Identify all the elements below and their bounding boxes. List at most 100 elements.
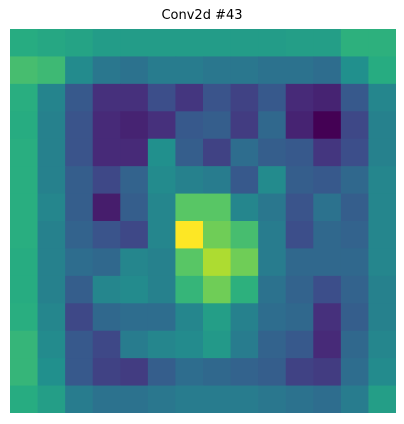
heatmap-cell-r6-c6 xyxy=(175,193,204,222)
heatmap-cell-r11-c1 xyxy=(37,330,66,359)
heatmap-cell-r2-c12 xyxy=(340,83,370,112)
heatmap-cell-r7-c0 xyxy=(10,221,39,250)
heatmap-cell-r0-c0 xyxy=(10,29,39,58)
heatmap-cell-r2-c4 xyxy=(120,83,149,112)
heatmap-cell-r8-c2 xyxy=(65,248,94,277)
heatmap-cell-r6-c3 xyxy=(92,193,121,222)
heatmap-cell-r8-c13 xyxy=(368,248,396,277)
heatmap-cell-r10-c9 xyxy=(258,303,287,332)
heatmap-cell-r6-c10 xyxy=(285,193,314,222)
heatmap-cell-r13-c9 xyxy=(258,385,287,413)
heatmap-cell-r1-c4 xyxy=(120,56,149,85)
heatmap-cell-r12-c3 xyxy=(92,358,121,387)
heatmap-cell-r9-c13 xyxy=(368,275,396,304)
heatmap-cell-r11-c8 xyxy=(230,330,259,359)
heatmap-cell-r10-c1 xyxy=(37,303,66,332)
heatmap-cell-r2-c3 xyxy=(92,83,121,112)
heatmap-cell-r5-c10 xyxy=(285,166,314,195)
heatmap-cell-r8-c4 xyxy=(120,248,149,277)
heatmap-cell-r13-c11 xyxy=(313,385,342,413)
heatmap-cell-r13-c3 xyxy=(92,385,121,413)
heatmap-cell-r12-c12 xyxy=(340,358,370,387)
heatmap-cell-r2-c11 xyxy=(313,83,342,112)
heatmap-cell-r9-c2 xyxy=(65,275,94,304)
heatmap-cell-r2-c13 xyxy=(368,83,396,112)
heatmap-cell-r3-c10 xyxy=(285,111,314,140)
heatmap-cell-r9-c7 xyxy=(203,275,232,304)
heatmap-cell-r8-c12 xyxy=(340,248,370,277)
heatmap-cell-r11-c12 xyxy=(340,330,370,359)
heatmap-cell-r7-c6 xyxy=(175,221,204,250)
heatmap-cell-r5-c0 xyxy=(10,166,39,195)
heatmap-cell-r0-c5 xyxy=(147,29,177,58)
heatmap-cell-r8-c1 xyxy=(37,248,66,277)
heatmap-cell-r9-c9 xyxy=(258,275,287,304)
heatmap-cell-r6-c13 xyxy=(368,193,396,222)
heatmap-cell-r12-c13 xyxy=(368,358,396,387)
heatmap-cell-r5-c8 xyxy=(230,166,259,195)
heatmap-cell-r3-c2 xyxy=(65,111,94,140)
heatmap-cell-r4-c13 xyxy=(368,138,396,167)
heatmap-cell-r3-c7 xyxy=(203,111,232,140)
heatmap-cell-r7-c9 xyxy=(258,221,287,250)
heatmap-cell-r12-c10 xyxy=(285,358,314,387)
heatmap-cell-r3-c3 xyxy=(92,111,121,140)
heatmap-cell-r12-c6 xyxy=(175,358,204,387)
heatmap-cell-r11-c13 xyxy=(368,330,396,359)
heatmap-cell-r7-c13 xyxy=(368,221,396,250)
heatmap-cell-r6-c0 xyxy=(10,193,39,222)
heatmap-cell-r9-c10 xyxy=(285,275,314,304)
heatmap-cell-r11-c0 xyxy=(10,330,39,359)
heatmap-cell-r0-c9 xyxy=(258,29,287,58)
heatmap-cell-r13-c1 xyxy=(37,385,66,413)
heatmap-cell-r3-c12 xyxy=(340,111,370,140)
heatmap-cell-r12-c0 xyxy=(10,358,39,387)
heatmap-cell-r13-c6 xyxy=(175,385,204,413)
heatmap-cell-r5-c12 xyxy=(340,166,370,195)
heatmap-cell-r10-c3 xyxy=(92,303,121,332)
heatmap-cell-r0-c3 xyxy=(92,29,121,58)
heatmap-cell-r8-c10 xyxy=(285,248,314,277)
heatmap-cell-r4-c4 xyxy=(120,138,149,167)
heatmap-cell-r12-c11 xyxy=(313,358,342,387)
heatmap-cell-r4-c10 xyxy=(285,138,314,167)
heatmap-cell-r7-c11 xyxy=(313,221,342,250)
heatmap-cell-r6-c5 xyxy=(147,193,177,222)
heatmap-cell-r9-c3 xyxy=(92,275,121,304)
heatmap-cell-r2-c0 xyxy=(10,83,39,112)
heatmap-cell-r8-c9 xyxy=(258,248,287,277)
heatmap-cell-r5-c5 xyxy=(147,166,177,195)
heatmap-cell-r6-c4 xyxy=(120,193,149,222)
heatmap-cell-r3-c11 xyxy=(313,111,342,140)
heatmap-cell-r1-c9 xyxy=(258,56,287,85)
heatmap-cell-r5-c7 xyxy=(203,166,232,195)
heatmap-cell-r3-c4 xyxy=(120,111,149,140)
heatmap-cell-r12-c7 xyxy=(203,358,232,387)
heatmap-cell-r1-c6 xyxy=(175,56,204,85)
heatmap-cell-r4-c0 xyxy=(10,138,39,167)
heatmap-cell-r7-c2 xyxy=(65,221,94,250)
heatmap-plot xyxy=(10,29,396,413)
heatmap-cell-r1-c10 xyxy=(285,56,314,85)
heatmap-cell-r1-c5 xyxy=(147,56,177,85)
heatmap-cell-r11-c10 xyxy=(285,330,314,359)
heatmap-cell-r11-c3 xyxy=(92,330,121,359)
heatmap-cell-r6-c1 xyxy=(37,193,66,222)
heatmap-cell-r0-c6 xyxy=(175,29,204,58)
heatmap-cell-r10-c5 xyxy=(147,303,177,332)
heatmap-cell-r13-c7 xyxy=(203,385,232,413)
heatmap-cell-r11-c5 xyxy=(147,330,177,359)
heatmap-cell-r9-c6 xyxy=(175,275,204,304)
heatmap-cell-r5-c3 xyxy=(92,166,121,195)
heatmap-cell-r10-c10 xyxy=(285,303,314,332)
heatmap-cell-r11-c4 xyxy=(120,330,149,359)
heatmap-cell-r12-c1 xyxy=(37,358,66,387)
heatmap-cell-r1-c1 xyxy=(37,56,66,85)
heatmap-cell-r1-c2 xyxy=(65,56,94,85)
heatmap-cell-r3-c1 xyxy=(37,111,66,140)
heatmap-cell-r1-c8 xyxy=(230,56,259,85)
heatmap-cell-r8-c7 xyxy=(203,248,232,277)
heatmap-cell-r7-c7 xyxy=(203,221,232,250)
heatmap-cell-r1-c0 xyxy=(10,56,39,85)
